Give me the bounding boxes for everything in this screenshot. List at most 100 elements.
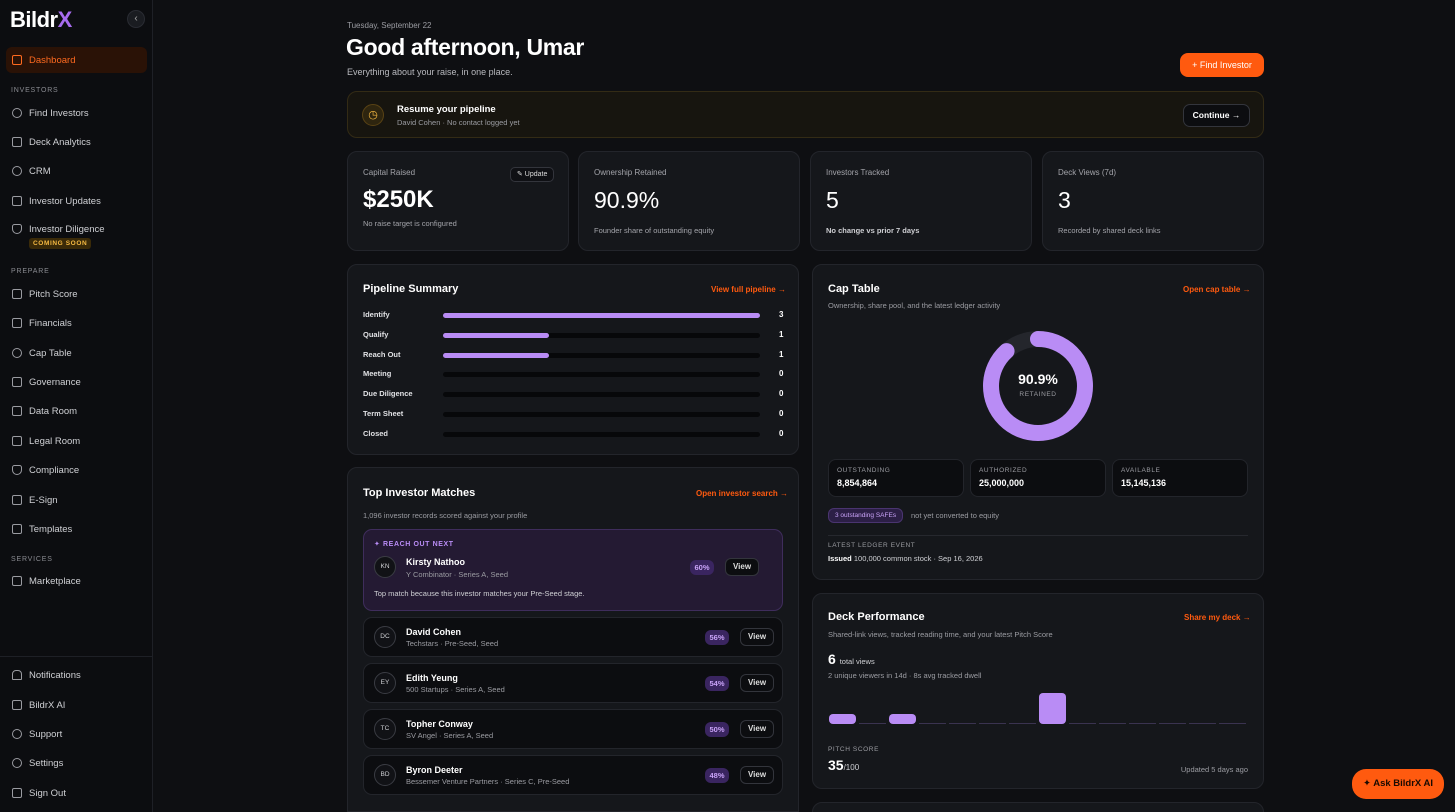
investor-name: Edith Yeung <box>406 673 458 683</box>
pipeline-count: 1 <box>779 349 784 359</box>
sidebar-item-settings[interactable]: Settings <box>6 750 147 776</box>
sidebar-item-e-sign[interactable]: E-Sign <box>6 487 147 513</box>
divider <box>828 535 1248 536</box>
pipeline-row: Meeting 0 <box>363 369 785 379</box>
sidebar-item-notifications[interactable]: Notifications <box>6 662 147 688</box>
avatar: EY <box>374 672 396 694</box>
views-sparkbars <box>828 689 1248 724</box>
view-button[interactable]: View <box>725 558 759 576</box>
match-score-badge: 50% <box>705 722 729 737</box>
outstanding-box: OUTSTANDING 8,854,864 <box>828 459 964 497</box>
stat-label: Capital Raised <box>363 168 416 177</box>
stat-investors-tracked: Investors Tracked 5 No change vs prior 7… <box>810 151 1032 251</box>
sidebar-item-data-room[interactable]: Data Room <box>6 398 147 424</box>
pie-icon <box>12 348 22 358</box>
share-my-deck-link[interactable]: Share my deck → <box>1184 613 1251 622</box>
pipeline-fill <box>443 352 549 358</box>
investor-row[interactable]: EY Edith Yeung 500 Startups · Series A, Se… <box>363 663 783 703</box>
investor-row[interactable]: TC Topher Conway SV Angel · Series A, Seed… <box>363 709 783 749</box>
sidebar-item-support[interactable]: Support <box>6 721 147 747</box>
mini-label: OUTSTANDING <box>837 467 891 474</box>
nav-section-investors: INVESTORS <box>11 87 59 94</box>
matches-desc: 1,096 investor records scored against yo… <box>363 511 528 520</box>
sidebar-item-compliance[interactable]: Compliance <box>6 457 147 483</box>
sidebar-item-investor-diligence[interactable]: Investor Diligence <box>6 216 147 242</box>
pipeline-summary-card: Pipeline Summary View full pipeline → Id… <box>347 264 799 455</box>
sidebar-item-financials[interactable]: Financials <box>6 310 147 336</box>
sidebar-item-governance[interactable]: Governance <box>6 369 147 395</box>
find-investor-button[interactable]: + Find Investor <box>1180 53 1264 77</box>
users-icon <box>12 166 22 176</box>
top-match-card[interactable]: ✦ REACH OUT NEXT KN Kirsty Nathoo Y Comb… <box>363 529 783 611</box>
available-box: AVAILABLE 15,145,136 <box>1112 459 1248 497</box>
views-bar <box>889 713 916 724</box>
sidebar-item-dashboard[interactable]: Dashboard <box>6 47 147 73</box>
pipeline-row: Term Sheet 0 <box>363 409 785 419</box>
pitch-updated: Updated 5 days ago <box>1180 765 1248 774</box>
stat-foot: No raise target is configured <box>363 219 457 228</box>
continue-button[interactable]: Continue → <box>1183 104 1250 127</box>
pipeline-track <box>443 392 760 398</box>
sidebar-item-templates[interactable]: Templates <box>6 516 147 542</box>
sidebar-item-marketplace[interactable]: Marketplace <box>6 568 147 594</box>
investor-row[interactable]: DC David Cohen Techstars · Pre-Seed, Seed 5… <box>363 617 783 657</box>
view-button[interactable]: View <box>740 766 774 784</box>
sidebar-item-sign-out[interactable]: Sign Out <box>6 780 147 806</box>
top-matches-card: Top Investor Matches Open investor searc… <box>347 467 799 812</box>
pipeline-stage-label: Due Diligence <box>363 389 413 399</box>
view-button[interactable]: View <box>740 674 774 692</box>
open-cap-table-link[interactable]: Open cap table → <box>1183 285 1251 294</box>
sidebar-item-cap-table[interactable]: Cap Table <box>6 340 147 366</box>
ledger-label: LATEST LEDGER EVENT <box>828 542 916 549</box>
investor-name: Kirsty Nathoo <box>406 557 466 567</box>
view-button[interactable]: View <box>740 628 774 646</box>
logo[interactable]: BildrX <box>10 7 72 32</box>
pipeline-stage-label: Closed <box>363 428 389 438</box>
page-subtitle: Everything about your raise, in one plac… <box>347 67 513 77</box>
trend-icon <box>12 318 22 328</box>
nav-section-prepare: PREPARE <box>11 268 50 275</box>
stat-capital-raised: Capital Raised ✎ Update $250K No raise t… <box>347 151 569 251</box>
views-bar <box>1189 723 1216 724</box>
card-title: Top Investor Matches <box>363 487 476 499</box>
update-button[interactable]: ✎ Update <box>510 167 555 182</box>
investor-meta: 500 Startups · Series A, Seed <box>406 685 505 694</box>
pitch-score-value: 35/100 <box>828 757 860 773</box>
view-button[interactable]: View <box>740 720 774 738</box>
sidebar-item-find-investors[interactable]: Find Investors <box>6 100 147 126</box>
sidebar-item-investor-updates[interactable]: Investor Updates <box>6 188 147 214</box>
safes-badge: 3 outstanding SAFEs <box>828 508 904 523</box>
sidebar-item-deck-analytics[interactable]: Deck Analytics <box>6 129 147 155</box>
signature-icon <box>12 495 22 505</box>
pipeline-stage-label: Term Sheet <box>363 409 404 418</box>
chevron-left-icon[interactable]: ‹ <box>127 10 145 28</box>
investor-row[interactable]: BD Byron Deeter Bessemer Venture Partners … <box>363 755 783 795</box>
shield-check-icon <box>12 465 22 475</box>
pipeline-row: Identify 3 <box>363 310 785 320</box>
deck-performance-card: Deck Performance Share my deck → Shared-… <box>812 593 1264 789</box>
pipeline-fill <box>443 332 549 338</box>
pitch-score-label: PITCH SCORE <box>828 746 880 753</box>
sidebar-item-crm[interactable]: CRM <box>6 158 147 184</box>
template-icon <box>12 524 22 534</box>
views-bar <box>949 723 976 724</box>
investor-meta: Techstars · Pre-Seed, Seed <box>406 639 499 648</box>
search-icon <box>12 108 22 118</box>
stat-foot: No change vs prior 7 days <box>826 226 920 235</box>
sidebar-item-bildrx-ai[interactable]: BildrX AI <box>6 692 147 718</box>
next-card <box>812 802 1264 812</box>
views-bar <box>979 723 1006 724</box>
views-bar <box>829 713 856 724</box>
view-full-pipeline-link[interactable]: View full pipeline → <box>711 285 786 294</box>
ask-bildrx-ai-button[interactable]: ✦ Ask BildrX AI <box>1352 769 1444 799</box>
mini-value: 25,000,000 <box>979 478 1025 488</box>
sidebar-item-legal-room[interactable]: Legal Room <box>6 428 147 454</box>
cap-table-card: Cap Table Open cap table → Ownership, sh… <box>812 264 1264 580</box>
gavel-icon <box>12 377 22 387</box>
match-reason: Top match because this investor matches … <box>374 589 585 598</box>
pipeline-count: 0 <box>779 428 784 438</box>
views-bar <box>1099 723 1126 724</box>
shield-icon <box>12 224 22 234</box>
open-investor-search-link[interactable]: Open investor search → <box>696 489 789 498</box>
sidebar-item-pitch-score[interactable]: Pitch Score <box>6 281 147 307</box>
